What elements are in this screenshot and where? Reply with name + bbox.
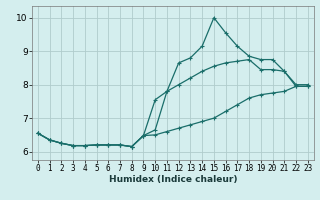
X-axis label: Humidex (Indice chaleur): Humidex (Indice chaleur): [108, 175, 237, 184]
